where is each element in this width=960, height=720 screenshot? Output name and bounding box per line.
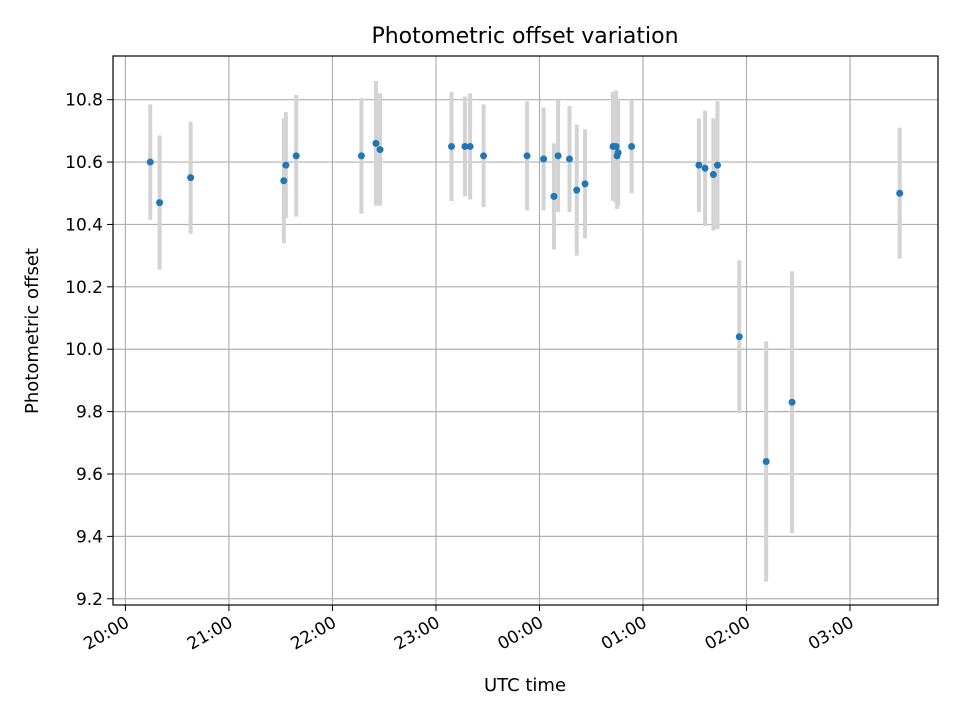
data-point — [376, 146, 384, 154]
y-tick-label: 10.6 — [65, 153, 103, 173]
data-point — [540, 155, 548, 163]
y-axis-label: Photometric offset — [22, 248, 43, 414]
data-point — [701, 164, 709, 172]
data-point — [788, 398, 796, 406]
y-tick-label: 10.0 — [65, 340, 103, 360]
y-tick-label: 10.2 — [65, 278, 103, 298]
data-point — [714, 161, 722, 169]
data-point — [372, 139, 380, 147]
x-tick-label: 01:00 — [598, 613, 650, 655]
data-point — [695, 161, 703, 169]
y-tick-label: 9.4 — [76, 527, 103, 547]
data-point — [896, 189, 904, 197]
data-point — [523, 152, 531, 160]
data-point — [282, 161, 290, 169]
x-tick-label: 23:00 — [391, 613, 443, 655]
plot-frame — [112, 55, 939, 606]
data-point — [565, 155, 573, 163]
data-point — [480, 152, 488, 160]
chart-title: Photometric offset variation — [371, 24, 678, 49]
x-tick-label: 22:00 — [288, 613, 340, 655]
data-point — [146, 158, 154, 166]
data-point — [735, 333, 743, 341]
data-point — [447, 142, 455, 150]
data-point — [573, 186, 581, 194]
data-point — [614, 149, 622, 157]
x-axis: 20:00 21:00 22:00 23:00 00:00 01:00 02:00 03:00 — [80, 605, 858, 655]
data-point — [357, 152, 365, 160]
y-tick-label: 10.4 — [65, 215, 103, 235]
x-tick-label: 21:00 — [184, 613, 236, 655]
data-point — [554, 152, 562, 160]
y-tick-label: 9.8 — [76, 403, 103, 423]
y-tick-label: 10.8 — [65, 91, 103, 111]
y-axis: 9.2 9.4 9.6 9.8 10.0 10.2 10.4 10.6 10.8 — [65, 91, 113, 610]
x-tick-label: 02:00 — [702, 613, 754, 655]
data-point — [280, 177, 288, 185]
x-tick-label: 20:00 — [80, 613, 132, 655]
data-point — [461, 142, 469, 150]
x-axis-label: UTC time — [484, 675, 566, 696]
data-point — [628, 142, 636, 150]
data-points — [146, 139, 904, 466]
y-tick-label: 9.6 — [76, 465, 103, 485]
data-point — [466, 142, 474, 150]
data-point — [292, 152, 300, 160]
data-point — [612, 142, 620, 150]
data-point — [581, 180, 589, 188]
grid — [113, 56, 938, 605]
x-tick-label: 00:00 — [495, 613, 547, 655]
y-tick-label: 9.2 — [76, 590, 103, 610]
data-point — [156, 199, 164, 207]
x-tick-label: 03:00 — [805, 613, 857, 655]
data-point — [550, 192, 558, 200]
data-point — [187, 174, 195, 182]
data-point — [762, 458, 770, 466]
data-point — [709, 171, 717, 179]
